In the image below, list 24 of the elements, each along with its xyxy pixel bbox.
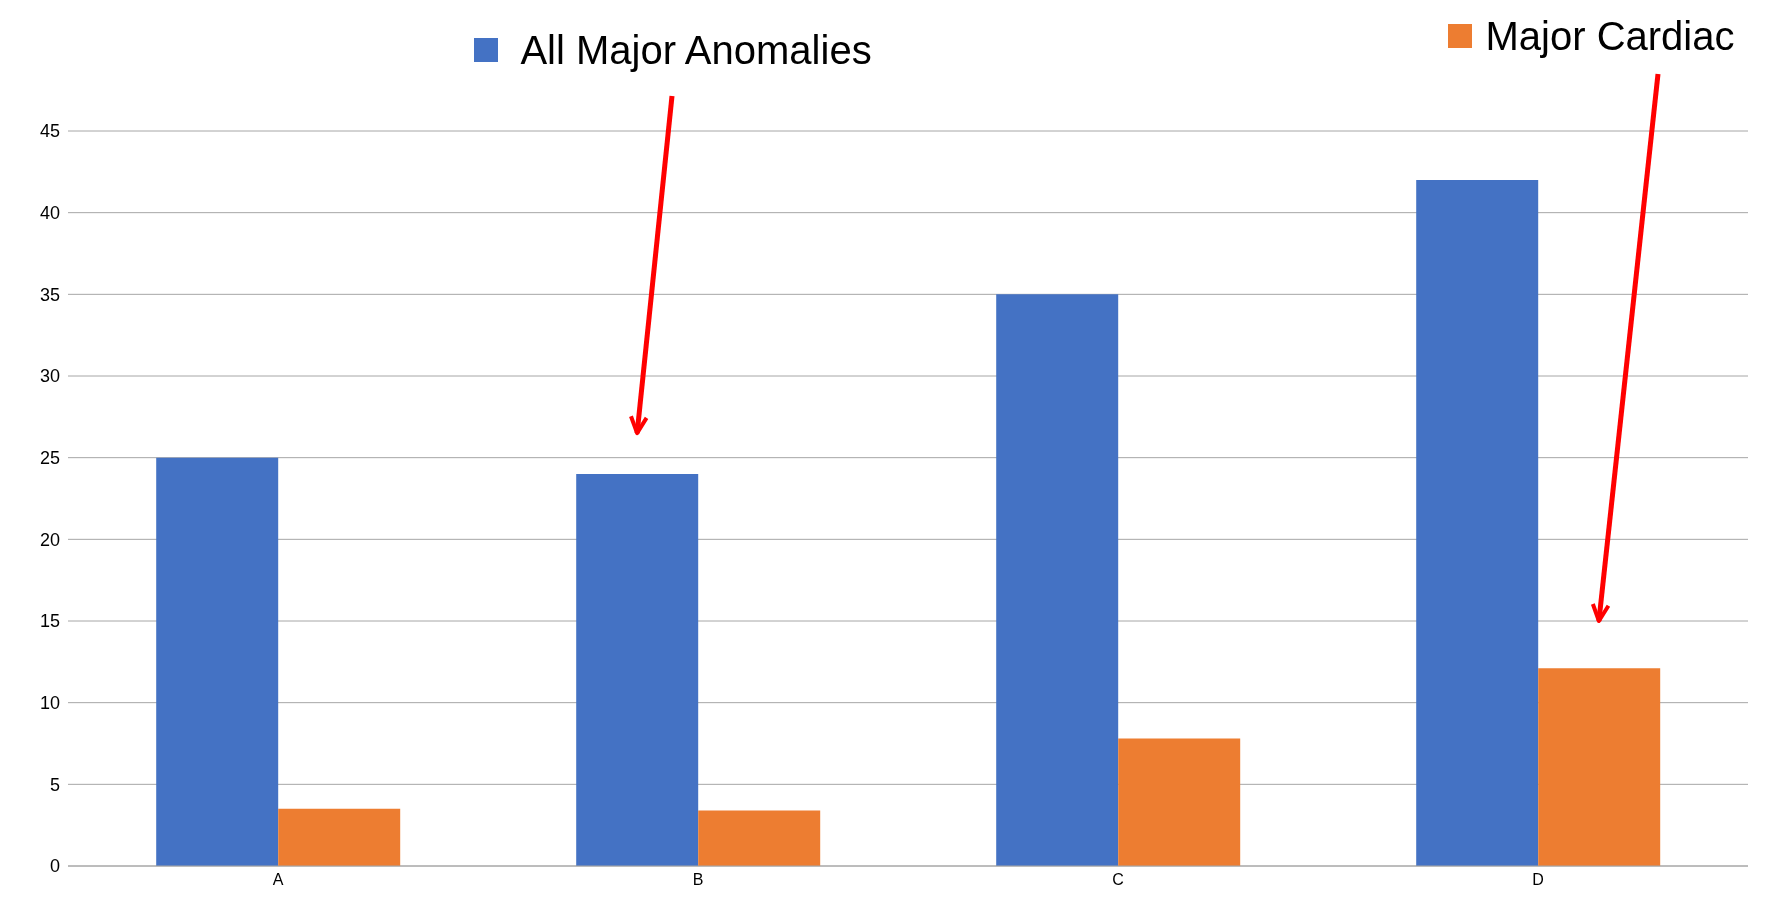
bar [1118,738,1241,866]
y-tick-label: 20 [39,529,60,550]
y-tick-label: 35 [39,284,60,305]
bar [278,808,401,866]
bar [698,810,821,866]
legend-label: All Major Anomalies [520,28,872,72]
y-tick-label: 10 [39,693,60,714]
y-tick-label: 5 [49,774,60,795]
y-tick-label: 40 [39,203,60,224]
x-tick-label: A [272,871,284,889]
y-tick-label: 25 [39,448,60,469]
bar [1416,180,1539,866]
x-tick-label: B [692,871,704,889]
bar [1538,668,1661,866]
x-tick-label: C [1112,871,1124,889]
x-tick-label: D [1532,871,1544,889]
bar [156,457,279,866]
y-tick-label: 0 [49,856,60,877]
bar [996,294,1119,866]
bar [576,474,699,866]
y-tick-label: 30 [39,366,60,387]
y-tick-label: 45 [39,121,60,142]
legend-label: Major Cardiac [1485,14,1735,58]
y-tick-label: 15 [39,611,60,632]
